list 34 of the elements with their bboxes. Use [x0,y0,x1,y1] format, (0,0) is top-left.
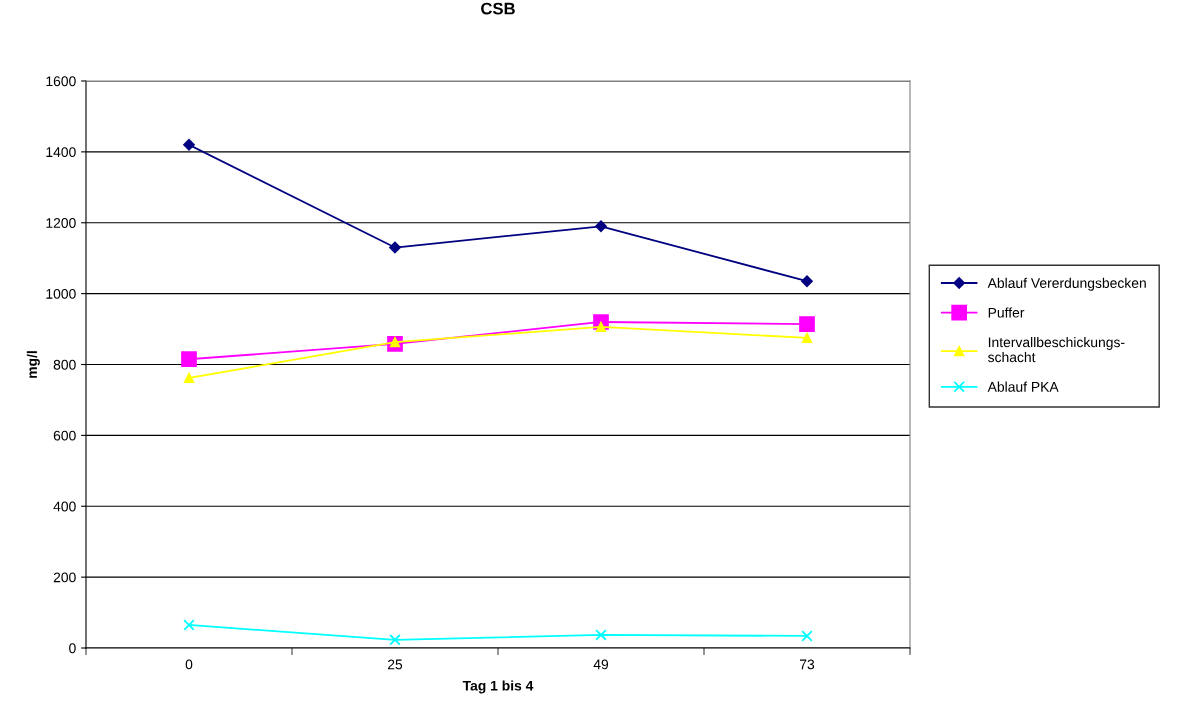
point [801,332,813,343]
y-tick-label: 1200 [46,218,76,228]
y-tick-label: 400 [53,501,76,512]
x-tick-label: 49 [593,659,609,670]
legend-label: Ablauf Vererdungsbecken [987,277,1146,291]
y-tick-label: 200 [53,572,76,583]
point [389,337,401,348]
y-axis-title: mg/l [26,351,40,378]
y-tick-label: 1400 [46,147,76,158]
y-tick-label: 800 [53,359,76,370]
y-tick-label: 0 [69,643,76,654]
point [801,275,813,288]
y-tick-label: 600 [53,430,76,441]
point [595,321,607,333]
point [183,619,195,631]
x-tick-label: 25 [387,659,403,670]
x-tick-label: 73 [799,659,815,670]
chart-title: CSB [481,2,515,15]
point [183,372,195,384]
point [799,316,815,332]
legend-label: Puffer [988,307,1025,318]
y-tick-label: 1000 [46,288,76,299]
x-tick-label: 0 [185,659,193,670]
point [183,138,195,151]
point [389,241,401,254]
y-tick-label: 1600 [46,76,76,87]
legend-label: Ablauf PKA [987,381,1059,392]
point [389,634,401,646]
point [595,629,607,641]
point [801,630,813,642]
legend-label: Intervallbeschickungs- schacht [988,337,1125,363]
x-axis-title: Tag 1 bis 4 [462,680,534,694]
point [595,220,607,233]
point [181,351,197,368]
